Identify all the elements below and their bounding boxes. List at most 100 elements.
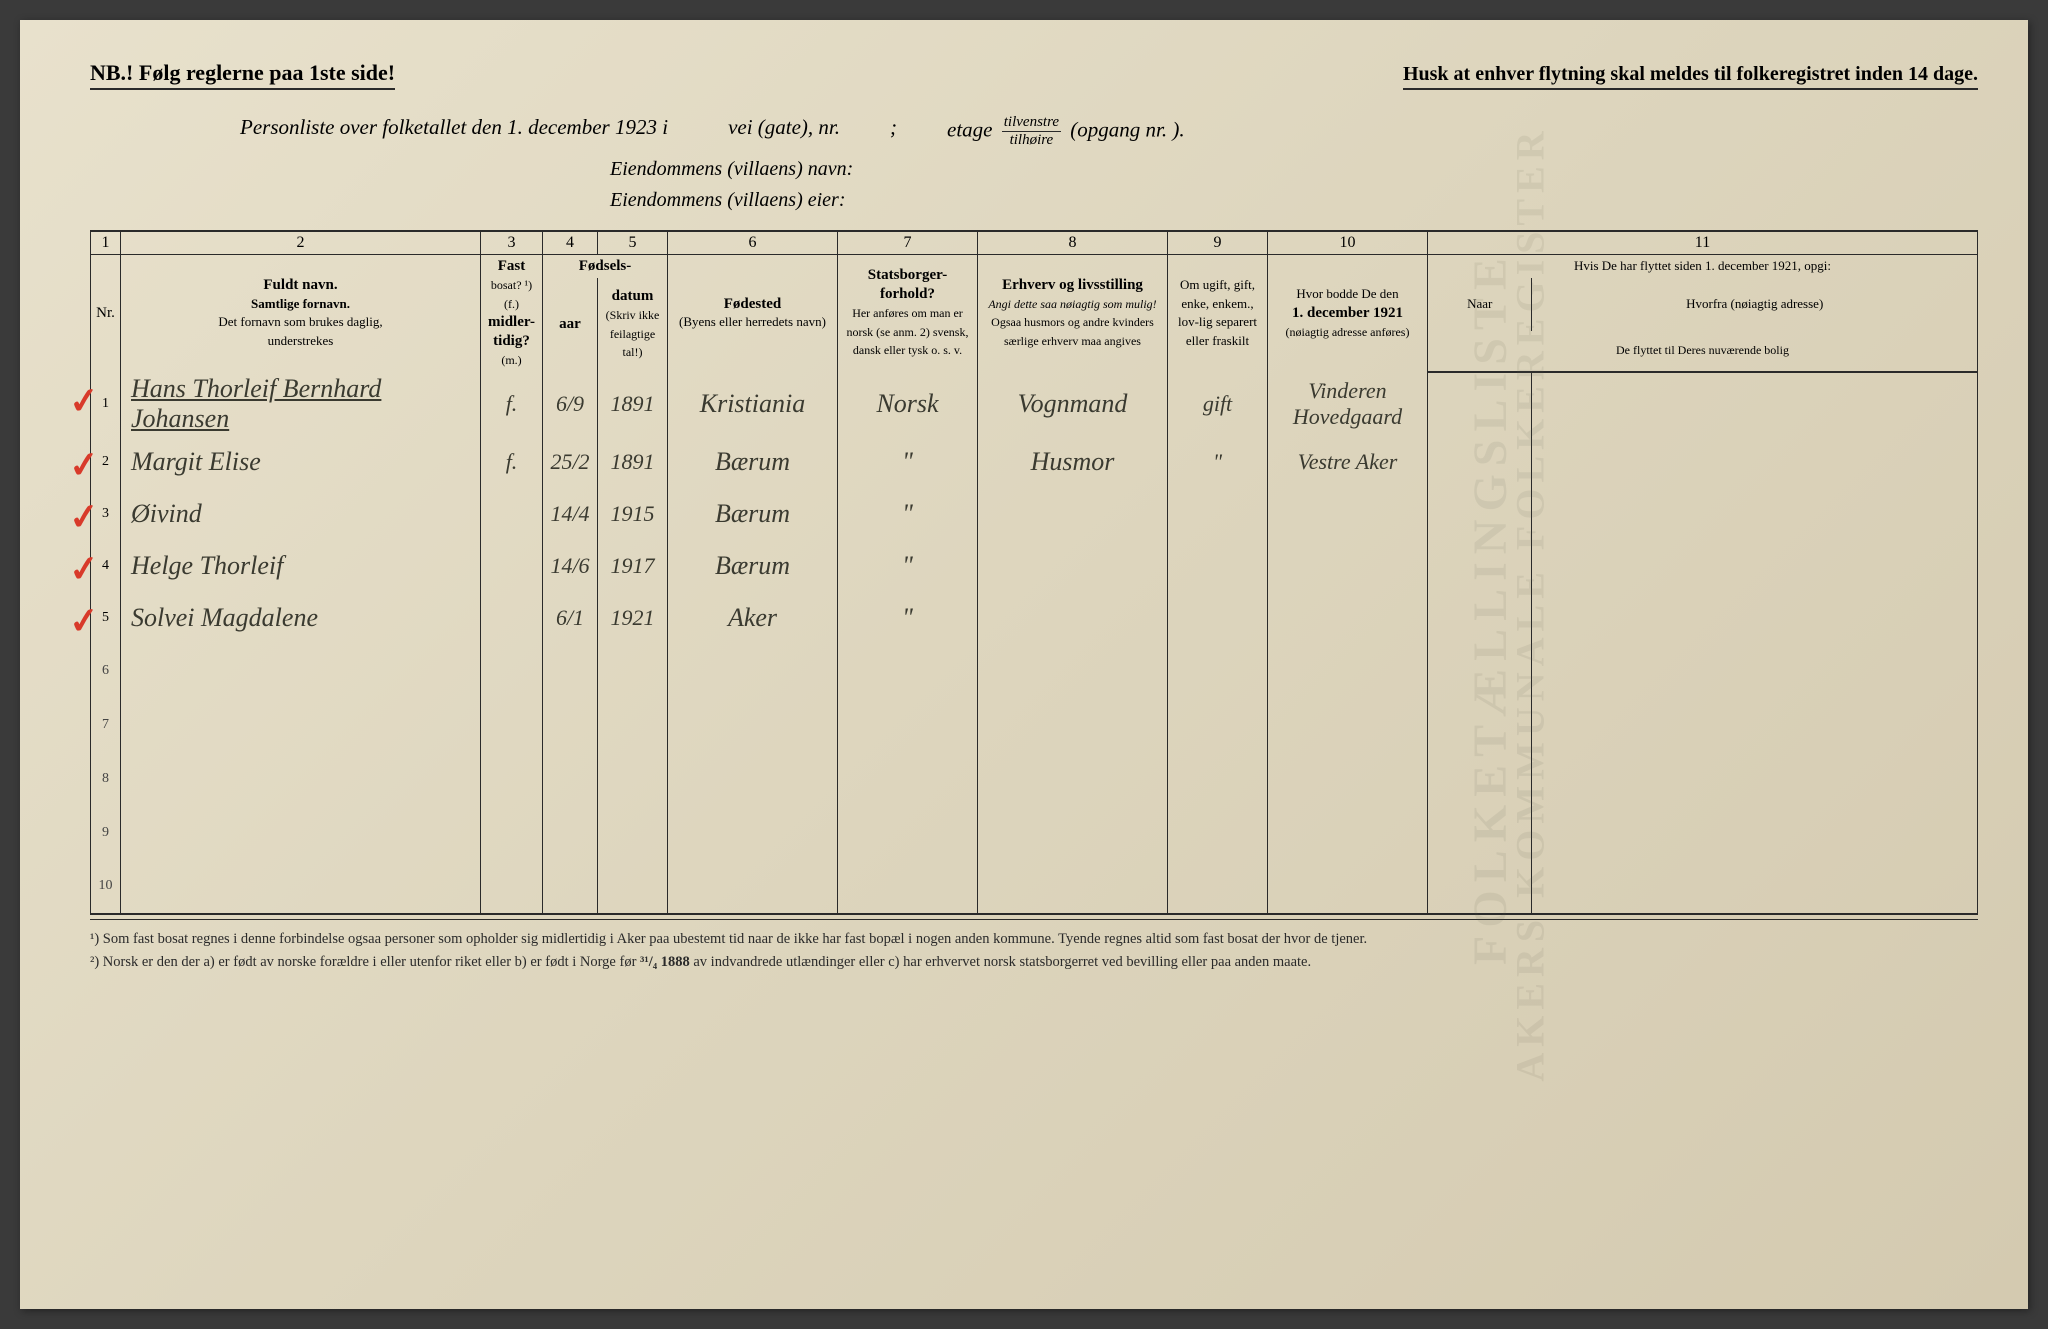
cell-name: Solvei Magdalene bbox=[121, 592, 481, 644]
property-name-label: Eiendommens (villaens) navn: bbox=[610, 158, 1978, 181]
cell-empty bbox=[1532, 752, 1978, 806]
cell-erhverv bbox=[978, 540, 1168, 592]
subtitle-main: Personliste over folketallet den 1. dece… bbox=[240, 115, 668, 140]
colnum-5: 5 bbox=[598, 231, 668, 255]
census-form-page: FOLKETÆLLINGSLISTE AKERS KOMMUNALE FOLKE… bbox=[20, 20, 2028, 1309]
table-row-empty: 7 bbox=[91, 698, 1978, 752]
footnotes: ¹) Som fast bosat regnes i denne forbind… bbox=[90, 919, 1978, 974]
cell-empty bbox=[1268, 644, 1428, 698]
cell-empty bbox=[598, 806, 668, 860]
footnote-2b: av indvandrede utlændinger eller c) har … bbox=[693, 954, 1311, 970]
cell-empty bbox=[1428, 860, 1532, 914]
hdr-erhverv-sub2: Ogsaa husmors og andre kvinders særlige … bbox=[991, 315, 1154, 348]
cell-name: Helge Thorleif bbox=[121, 540, 481, 592]
table-row: ✓3Øivind14/41915Bærum" bbox=[91, 488, 1978, 540]
cell-empty bbox=[1532, 644, 1978, 698]
hdr-name-sub2: Det fornavn som brukes daglig, bbox=[218, 314, 382, 329]
hdr-statsborger: Statsborger-forhold? Her anføres om man … bbox=[838, 255, 978, 372]
cell-empty bbox=[543, 698, 598, 752]
colnum-6: 6 bbox=[668, 231, 838, 255]
table-row: ✓5Solvei Magdalene6/11921Aker" bbox=[91, 592, 1978, 644]
cell-bosat: f. bbox=[481, 372, 543, 436]
cell-statsborger: " bbox=[838, 488, 978, 540]
red-check-icon: ✓ bbox=[67, 494, 101, 538]
cell-empty bbox=[978, 752, 1168, 806]
cell-empty bbox=[1428, 752, 1532, 806]
cell-bodde bbox=[1268, 592, 1428, 644]
cell-fodested: Kristiania bbox=[668, 372, 838, 436]
hdr-fodested: Fødested (Byens eller herredets navn) bbox=[668, 255, 838, 372]
cell-nr: ✓4 bbox=[91, 540, 121, 592]
cell-hvorfra bbox=[1532, 436, 1978, 488]
cell-empty bbox=[978, 644, 1168, 698]
table-row: ✓4Helge Thorleif14/61917Bærum" bbox=[91, 540, 1978, 592]
cell-nr: ✓3 bbox=[91, 488, 121, 540]
cell-name: Hans Thorleif Bernhard Johansen bbox=[121, 372, 481, 436]
cell-empty bbox=[121, 860, 481, 914]
cell-statsborger: " bbox=[838, 592, 978, 644]
cell-empty bbox=[1268, 752, 1428, 806]
cell-erhverv bbox=[978, 592, 1168, 644]
hdr-bodde: Hvor bodde De den 1. december 1921 (nøia… bbox=[1268, 255, 1428, 372]
cell-empty bbox=[121, 698, 481, 752]
footnote-2: ²) Norsk er den der a) er født av norske… bbox=[90, 951, 1978, 974]
cell-hvorfra bbox=[1532, 488, 1978, 540]
census-table: 1 2 3 4 5 6 7 8 9 10 11 Nr. Fuldt navn. … bbox=[90, 230, 1978, 915]
header-row: NB.! Følg reglerne paa 1ste side! Husk a… bbox=[90, 60, 1978, 90]
cell-empty bbox=[668, 860, 838, 914]
cell-fodested: Bærum bbox=[668, 540, 838, 592]
cell-empty bbox=[598, 752, 668, 806]
cell-empty bbox=[121, 806, 481, 860]
hdr-datum-note: (Skriv ikke feilagtige tal!) bbox=[606, 308, 660, 360]
cell-empty bbox=[1428, 644, 1532, 698]
cell-erhverv bbox=[978, 488, 1168, 540]
hdr-gift: Om ugift, gift, enke, enkem., lov-lig se… bbox=[1168, 255, 1268, 372]
cell-empty bbox=[1168, 860, 1268, 914]
hdr-datum-text: datum bbox=[612, 288, 654, 304]
cell-empty bbox=[598, 698, 668, 752]
cell-bodde: Vinderen Hovedgaard bbox=[1268, 372, 1428, 436]
cell-empty bbox=[1428, 698, 1532, 752]
colnum-4: 4 bbox=[543, 231, 598, 255]
red-check-icon: ✓ bbox=[67, 442, 101, 486]
cell-empty bbox=[1532, 806, 1978, 860]
cell-empty bbox=[598, 860, 668, 914]
cell-empty bbox=[481, 860, 543, 914]
field-vei: vei (gate), nr. bbox=[728, 115, 840, 148]
cell-gift bbox=[1168, 592, 1268, 644]
cell-gift: " bbox=[1168, 436, 1268, 488]
cell-empty bbox=[1532, 860, 1978, 914]
cell-empty bbox=[543, 860, 598, 914]
cell-datum: 14/6 bbox=[543, 540, 598, 592]
hdr-aar-text: aar bbox=[559, 316, 581, 332]
cell-empty bbox=[668, 644, 838, 698]
field-semicolon: ; bbox=[890, 115, 897, 148]
colnum-3: 3 bbox=[481, 231, 543, 255]
field-etage-group: etage tilvenstre tilhøire (opgang nr. ). bbox=[947, 115, 1185, 148]
cell-empty bbox=[668, 698, 838, 752]
cell-aar: 1891 bbox=[598, 372, 668, 436]
hdr-bodde-title: Hvor bodde De den bbox=[1296, 286, 1398, 301]
property-owner-label: Eiendommens (villaens) eier: bbox=[610, 189, 1978, 212]
colnum-2: 2 bbox=[121, 231, 481, 255]
hdr-name: Fuldt navn. Samtlige fornavn. Det fornav… bbox=[121, 255, 481, 372]
cell-gift: gift bbox=[1168, 372, 1268, 436]
cell-nr: 9 bbox=[91, 806, 121, 860]
cell-hvorfra bbox=[1532, 592, 1978, 644]
cell-datum: 6/1 bbox=[543, 592, 598, 644]
hdr-erhverv-sub1: Angi dette saa nøiagtig som mulig! bbox=[988, 297, 1156, 311]
cell-datum: 14/4 bbox=[543, 488, 598, 540]
cell-aar: 1915 bbox=[598, 488, 668, 540]
cell-empty bbox=[1428, 806, 1532, 860]
cell-empty bbox=[668, 806, 838, 860]
footnote-2-date: ³¹/₄ 1888 bbox=[640, 954, 690, 970]
hdr-fodested-sub: (Byens eller herredets navn) bbox=[679, 314, 826, 329]
table-row: ✓1Hans Thorleif Bernhard Johansenf.6/918… bbox=[91, 372, 1978, 436]
cell-nr: 8 bbox=[91, 752, 121, 806]
subtitle-block: Personliste over folketallet den 1. dece… bbox=[240, 115, 1978, 212]
cell-empty bbox=[481, 698, 543, 752]
cell-statsborger: " bbox=[838, 540, 978, 592]
cell-empty bbox=[668, 752, 838, 806]
cell-statsborger: Norsk bbox=[838, 372, 978, 436]
hdr-erhverv-title: Erhverv og livsstilling bbox=[1002, 277, 1143, 293]
